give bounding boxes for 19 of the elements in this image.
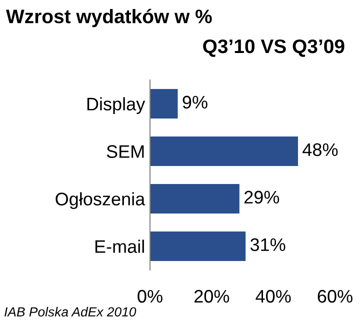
- data-label: 29%: [244, 190, 280, 204]
- chart-subtitle: Q3’10 VS Q3’09: [203, 39, 344, 57]
- x-tick-label: 40%: [256, 290, 291, 303]
- text: IAB Polska AdEx 2010: [4, 306, 136, 317]
- bar: [150, 136, 298, 166]
- x-tick-label: 60%: [318, 290, 352, 303]
- x-tick-label: 20%: [194, 290, 230, 303]
- bar: [150, 89, 178, 118]
- bar: [150, 232, 246, 261]
- data-label: 48%: [302, 143, 338, 156]
- chart-title: Wzrost wydatków w %: [6, 8, 212, 28]
- bar: [150, 184, 240, 214]
- data-label: 9%: [182, 96, 208, 109]
- y-tick-label: E-mail: [95, 240, 144, 253]
- y-tick-label: Display: [87, 97, 146, 114]
- x-tick-label: 0%: [138, 290, 162, 303]
- data-label: 31%: [250, 238, 286, 252]
- y-tick-label: Ogłoszenia: [56, 192, 146, 210]
- y-tick-label: SEM: [106, 145, 144, 158]
